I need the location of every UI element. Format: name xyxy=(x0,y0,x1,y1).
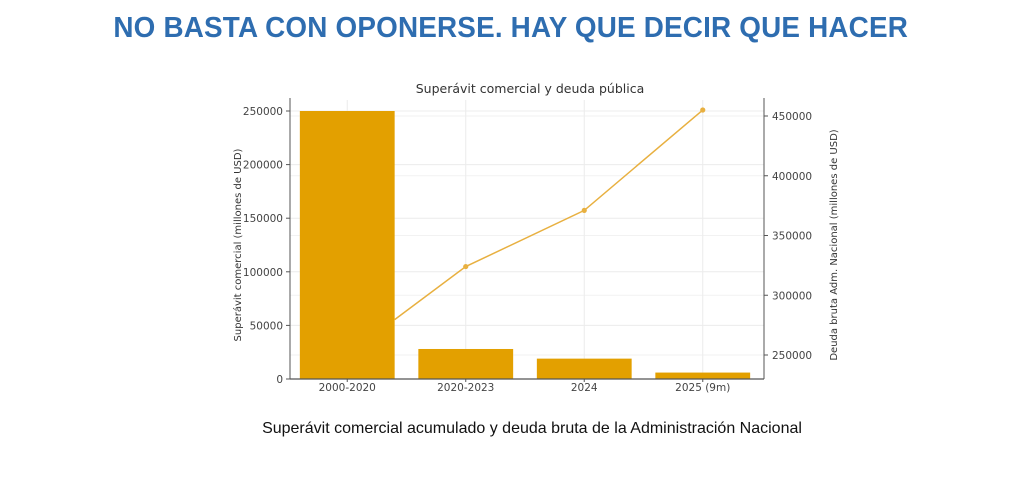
bar xyxy=(299,111,395,379)
y2-tick-label: 400000 xyxy=(772,171,812,183)
x-tick-label: 2024 xyxy=(571,382,598,394)
bar xyxy=(418,348,514,379)
caption: Superávit comercial acumulado y deuda br… xyxy=(262,420,802,437)
y-tick-label: 0 xyxy=(276,374,283,386)
y-axis-label: Superávit comercial (millones de USD) xyxy=(232,148,244,341)
y2-axis-label: Deuda bruta Adm. Nacional (millones de U… xyxy=(829,129,840,360)
chart-title: Superávit comercial y deuda pública xyxy=(416,81,645,96)
y2-tick-label: 300000 xyxy=(772,290,812,302)
bar xyxy=(536,358,632,379)
y2-tick-label: 250000 xyxy=(772,350,812,362)
x-tick-label: 2020-2023 xyxy=(437,382,494,394)
debt-point xyxy=(463,263,469,270)
y-tick-label: 150000 xyxy=(243,213,283,225)
headline: NO BASTA CON OPONERSE. HAY QUE DECIR QUE… xyxy=(113,12,909,44)
bar xyxy=(655,372,751,379)
x-tick-label: 2025 (9m) xyxy=(675,382,730,394)
y-tick-label: 250000 xyxy=(243,106,283,118)
y2-tick-label: 350000 xyxy=(772,231,812,243)
debt-point xyxy=(700,107,706,113)
y-tick-label: 100000 xyxy=(243,267,283,279)
y2-tick-label: 450000 xyxy=(772,111,812,123)
debt-point xyxy=(581,207,587,214)
x-tick-label: 2000-2020 xyxy=(319,382,376,394)
y-tick-label: 50000 xyxy=(250,320,283,332)
y-tick-label: 200000 xyxy=(243,160,283,172)
debt-line xyxy=(394,109,704,321)
